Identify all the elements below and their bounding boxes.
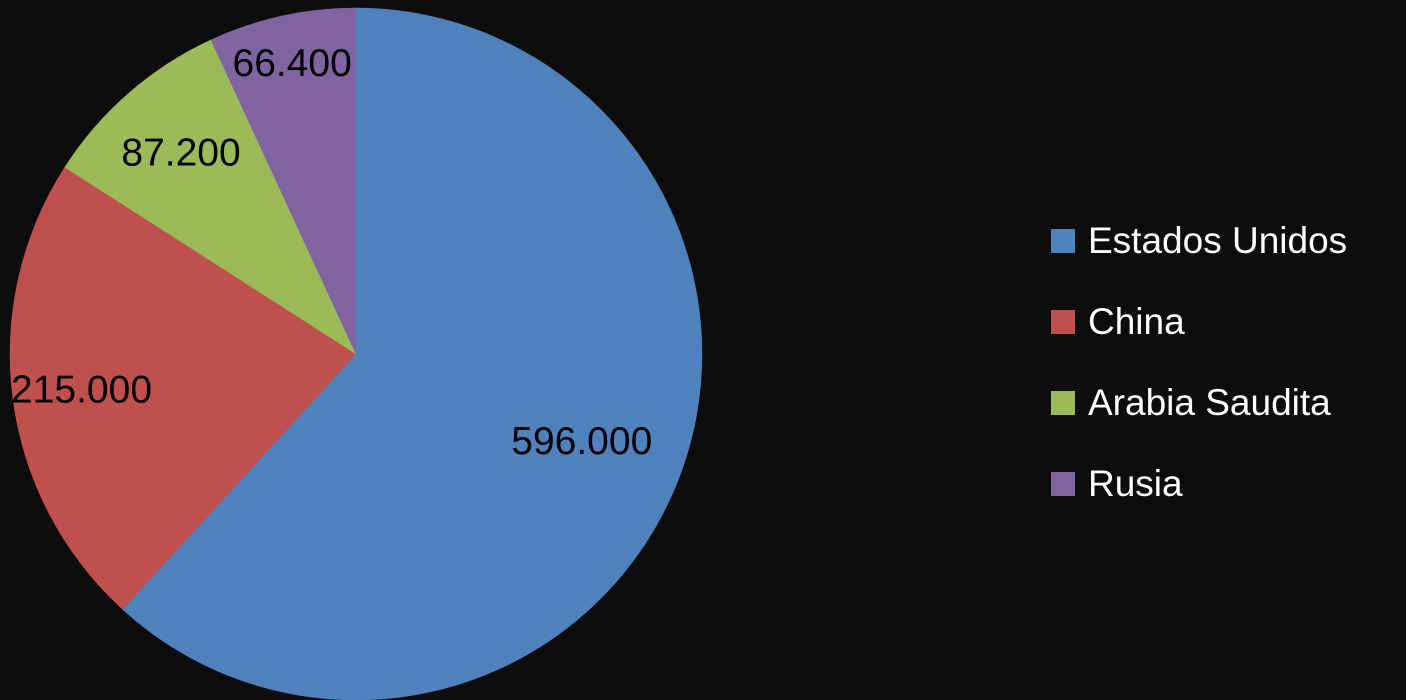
legend-label: Rusia [1088, 463, 1183, 504]
legend-item-rusia: Rusia [1051, 463, 1401, 505]
legend-label: Estados Unidos [1088, 220, 1348, 261]
pie-slice-china [9, 166, 357, 610]
pie-labels: 596.000 215.000 87.200 66.400 [11, 42, 652, 463]
pie-slice-arabia-saudita [64, 39, 357, 355]
legend-item-china: China [1051, 301, 1401, 343]
legend-label: China [1088, 301, 1185, 342]
legend-label: Arabia Saudita [1088, 382, 1331, 423]
legend-swatch [1051, 229, 1075, 253]
legend-swatch [1051, 391, 1075, 415]
slice-value-label: 87.200 [121, 132, 240, 175]
legend-swatch [1051, 472, 1075, 496]
chart-legend: Estados Unidos China Arabia Saudita Rusi… [1051, 220, 1401, 544]
pie-chart: 596.000 215.000 87.200 66.400 [9, 7, 703, 700]
pie-slice-estados-unidos [122, 7, 703, 700]
slice-value-label: 215.000 [11, 368, 152, 411]
slice-value-label: 66.400 [233, 42, 352, 85]
legend-item-arabia-saudita: Arabia Saudita [1051, 382, 1401, 424]
legend-swatch [1051, 310, 1075, 334]
slice-value-label: 596.000 [511, 420, 652, 463]
pie-slices [9, 7, 703, 700]
legend-item-estados-unidos: Estados Unidos [1051, 220, 1401, 262]
pie-slice-rusia [210, 7, 357, 355]
